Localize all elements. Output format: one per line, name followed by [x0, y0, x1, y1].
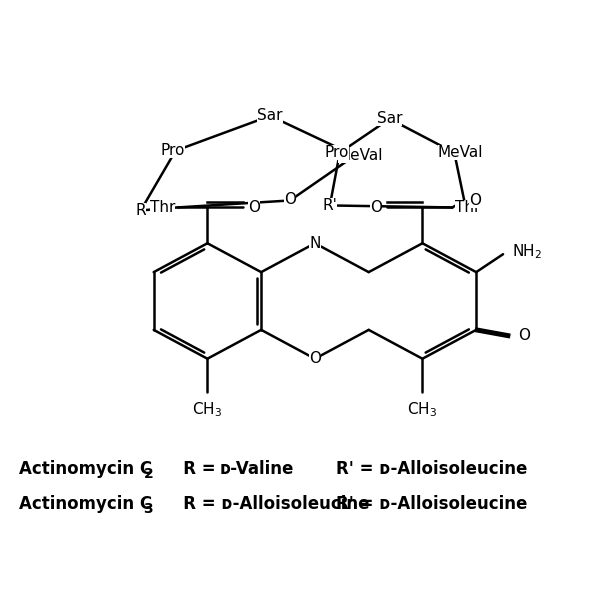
Text: MeVal: MeVal [338, 148, 383, 163]
Text: Pro: Pro [325, 145, 349, 160]
Text: O: O [518, 328, 530, 343]
Text: Sar: Sar [377, 112, 403, 127]
Text: Thr: Thr [150, 200, 175, 215]
Text: Sar: Sar [257, 109, 283, 124]
Text: R': R' [322, 198, 337, 213]
Text: Thr: Thr [455, 200, 480, 215]
Text: 3: 3 [143, 502, 153, 516]
Text: CH$_3$: CH$_3$ [193, 401, 223, 419]
Text: Actinomycin C: Actinomycin C [19, 495, 152, 513]
Text: N: N [309, 236, 320, 251]
Text: O: O [370, 200, 382, 215]
Text: ᴅ-Valine: ᴅ-Valine [220, 460, 294, 478]
Text: Actinomycin C: Actinomycin C [19, 460, 152, 478]
Text: CH$_3$: CH$_3$ [407, 401, 437, 419]
Text: O: O [248, 200, 260, 215]
Text: MeVal: MeVal [437, 145, 483, 160]
Text: R = ᴅ-Alloisoleucine: R = ᴅ-Alloisoleucine [166, 495, 369, 513]
Text: R' = ᴅ-Alloisoleucine: R' = ᴅ-Alloisoleucine [336, 495, 527, 513]
Text: R: R [136, 203, 146, 218]
Text: NH$_2$: NH$_2$ [512, 242, 542, 260]
Text: O: O [309, 351, 321, 366]
Text: 2: 2 [143, 467, 153, 481]
Text: O: O [284, 192, 296, 207]
Text: R =: R = [166, 460, 221, 478]
Text: Pro: Pro [160, 143, 185, 158]
Text: O: O [469, 193, 481, 208]
Text: R' = ᴅ-Alloisoleucine: R' = ᴅ-Alloisoleucine [336, 460, 527, 478]
